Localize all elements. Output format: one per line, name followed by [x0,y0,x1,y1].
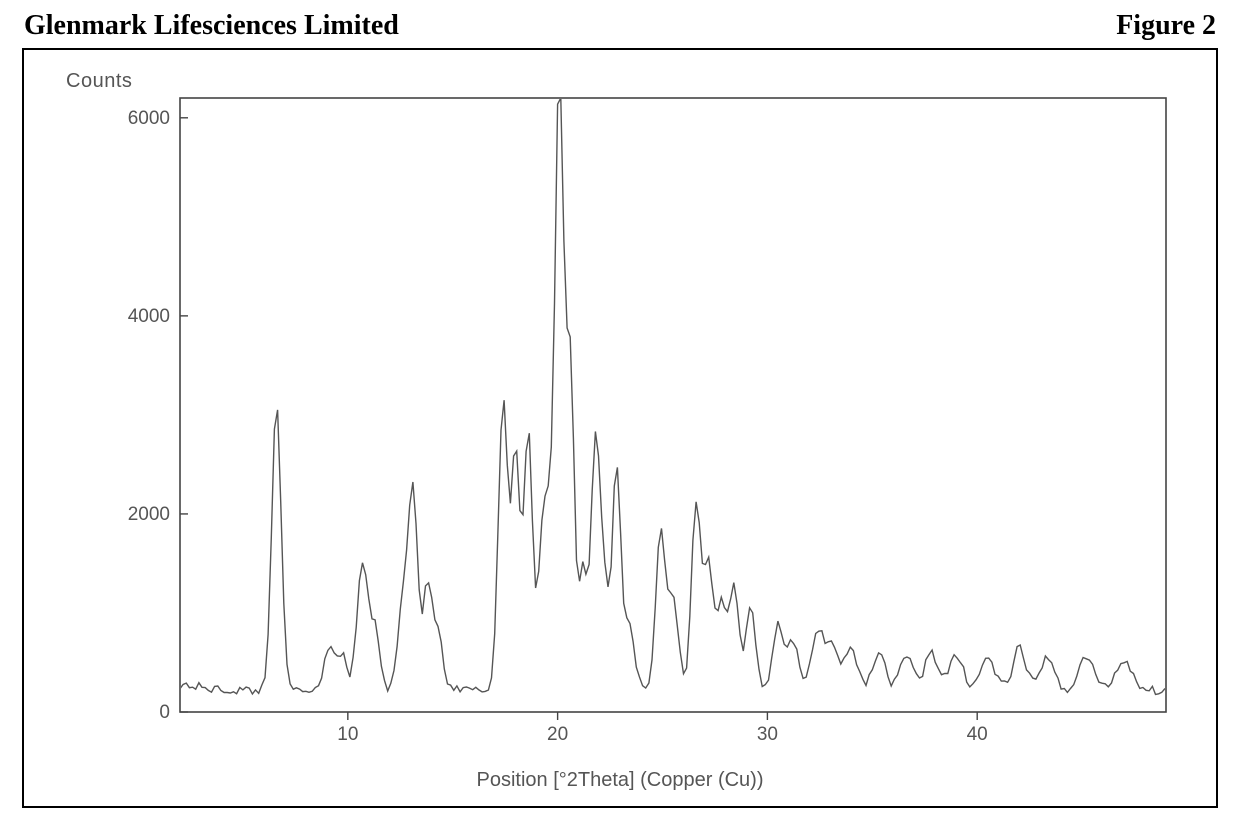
x-tick-label: 30 [757,724,778,745]
figure-header: Glenmark Lifesciences Limited Figure 2 [20,10,1220,48]
x-tick-label: 40 [967,724,988,745]
company-name: Glenmark Lifesciences Limited [24,10,399,42]
chart-area: 0 2000 4000 6000 10 20 30 40 [60,68,1180,764]
chart-outer-frame: Counts 020004000600010203040 Position [°… [22,48,1218,808]
y-tick-label: 6000 [128,108,170,129]
figure-label: Figure 2 [1116,10,1216,42]
xrd-chart: 0 2000 4000 6000 10 20 30 40 [60,68,1184,768]
y-tick-label: 4000 [128,306,170,327]
page: Glenmark Lifesciences Limited Figure 2 C… [0,0,1240,826]
x-tick-label: 10 [337,724,358,745]
y-tick-label: 2000 [128,504,170,525]
x-axis-label: Position [°2Theta] (Copper (Cu)) [24,769,1216,792]
y-tick-label: 0 [159,702,170,723]
x-tick-label: 20 [547,724,568,745]
